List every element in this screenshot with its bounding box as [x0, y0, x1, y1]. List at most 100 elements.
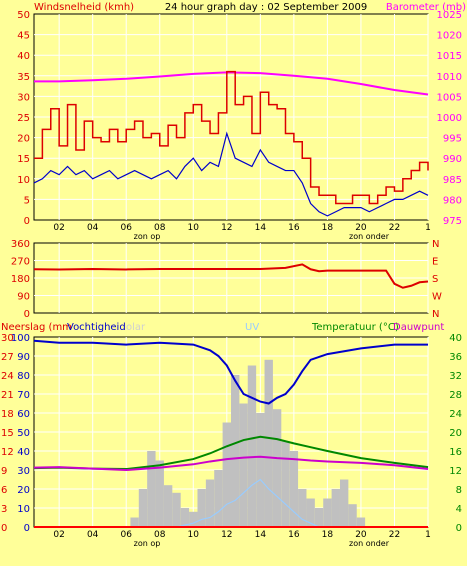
y2-tick-label: 1000 — [437, 113, 462, 124]
y-tick-label-rain: 15 — [1, 428, 14, 439]
panel-humidity-temperature: Neerslag (mm Vochtigheid olar UV Tempera… — [1, 322, 462, 548]
y-tick-label: 70 — [17, 390, 30, 401]
y2-tick-label: 980 — [443, 195, 462, 206]
y-tick-label: 45 — [17, 31, 30, 42]
wind-speed-line — [33, 131, 429, 217]
y-tick-label: 30 — [17, 466, 30, 477]
x-tick-label: 16 — [288, 530, 300, 540]
y-tick-label-rain: 9 — [1, 466, 7, 477]
x-tick-label: 1 — [425, 530, 431, 540]
y2-tick-label: 28 — [449, 390, 462, 401]
y-tick-label: 100 — [11, 333, 30, 344]
y2-tick-label: 40 — [449, 333, 462, 344]
panel-wind-barometer: Windsnelheid (kmh) 24 hour graph day : 0… — [17, 2, 466, 241]
solar-bar — [163, 485, 173, 527]
y-tick-label-rain: 0 — [1, 523, 7, 534]
sunset-label-bottom: zon onder — [349, 539, 390, 548]
y-tick-label: 30 — [17, 92, 30, 103]
x-tick-label: 06 — [120, 223, 132, 233]
x-tick-label: 22 — [389, 223, 400, 233]
uv-label: UV — [245, 322, 259, 333]
y-tick-label: 50 — [17, 10, 30, 21]
x-tick-label: 1 — [425, 223, 431, 233]
y-tick-label-rain: 12 — [1, 447, 14, 458]
y-tick-label-rain: 6 — [1, 485, 7, 496]
y2-tick-label: 16 — [449, 447, 462, 458]
y-tick-label: 60 — [17, 409, 30, 420]
y2-tick-label: 8 — [456, 485, 462, 496]
x-tick-label: 04 — [87, 530, 99, 540]
y2-tick-label: S — [432, 274, 438, 285]
x-tick-label: 08 — [154, 530, 166, 540]
solar-bar — [214, 470, 223, 527]
y2-tick-label: N — [432, 309, 439, 320]
x-tick-label: 22 — [389, 530, 400, 540]
y-tick-label: 15 — [17, 154, 30, 165]
y2-tick-label: 12 — [449, 466, 462, 477]
solar-bar — [256, 413, 265, 527]
y-tick-label: 50 — [17, 428, 30, 439]
solar-bar — [348, 504, 357, 527]
panel2-grid — [34, 243, 429, 313]
y2-tick-label: 985 — [443, 175, 462, 186]
solar-bar — [298, 489, 307, 527]
y-tick-label: 80 — [17, 371, 30, 382]
wind-direction-line — [33, 263, 429, 289]
graph-title: 24 hour graph day : 02 September 2009 — [165, 2, 367, 13]
barometer-axis-label: Barometer (mb) — [386, 2, 466, 13]
y2-tick-label: 995 — [443, 134, 462, 145]
y2-tick-label: 20 — [449, 428, 462, 439]
panel2-series — [33, 263, 429, 289]
solar-bar — [222, 422, 231, 527]
y2-tick-label: 1010 — [437, 72, 462, 83]
solar-bar — [189, 511, 198, 527]
panel3-time-ticks: 02 04 06 08 10 12 14 16 18 20 22 1 — [53, 530, 430, 540]
wind-gust-line — [34, 70, 429, 205]
solar-bar — [339, 479, 349, 527]
x-tick-label: 08 — [154, 223, 166, 233]
solar-bar — [323, 498, 332, 527]
rain-axis-label: Neerslag (mm — [1, 322, 72, 333]
y-tick-label: 0 — [24, 309, 30, 320]
temperature-label: Temperatuur (°C) — [311, 322, 399, 333]
y-tick-label: 20 — [17, 485, 30, 496]
x-tick-label: 10 — [188, 530, 200, 540]
y-tick-label: 25 — [17, 113, 30, 124]
x-tick-label: 20 — [355, 223, 367, 233]
solar-bar — [180, 508, 190, 527]
panel1-left-ticks: 0 5 10 15 20 25 30 35 40 45 50 — [17, 10, 30, 227]
x-tick-label: 12 — [221, 223, 232, 233]
solar-label: olar — [126, 322, 146, 333]
x-tick-label: 02 — [53, 530, 64, 540]
panel3-series — [33, 339, 429, 528]
y-tick-label: 10 — [17, 504, 30, 515]
x-tick-label: 18 — [322, 530, 334, 540]
x-tick-label: 18 — [322, 223, 334, 233]
dewpoint-label: Dauwpunt — [393, 322, 444, 333]
solar-bar — [147, 451, 156, 527]
solar-bar — [331, 489, 340, 527]
y-tick-label-rain: 21 — [1, 390, 14, 401]
y2-tick-label: 1025 — [437, 10, 462, 21]
solar-bar — [264, 359, 273, 527]
y-tick-label: 10 — [17, 175, 30, 186]
y2-tick-label: 990 — [443, 154, 462, 165]
y-tick-label: 5 — [24, 195, 30, 206]
y-tick-label: 0 — [24, 523, 30, 534]
panel3-left-ticks: 0 10 20 30 40 50 60 70 80 90 100 0 3 6 9 12 15 18 21 24 27 30 — [1, 333, 30, 534]
y2-tick-label: N — [432, 239, 439, 250]
solar-bar — [239, 403, 248, 527]
y-tick-label: 40 — [17, 51, 30, 62]
humidity-line — [33, 339, 428, 405]
solar-bar — [314, 508, 324, 527]
y2-tick-label: 0 — [456, 523, 462, 534]
uv-line — [176, 478, 320, 528]
x-tick-label: 04 — [87, 223, 99, 233]
panel1-time-ticks: 02 04 06 08 10 12 14 16 18 20 22 1 — [53, 223, 430, 233]
y-tick-label: 20 — [17, 134, 30, 145]
y-tick-label-rain: 30 — [1, 333, 14, 344]
y-tick-label-rain: 3 — [1, 504, 7, 515]
